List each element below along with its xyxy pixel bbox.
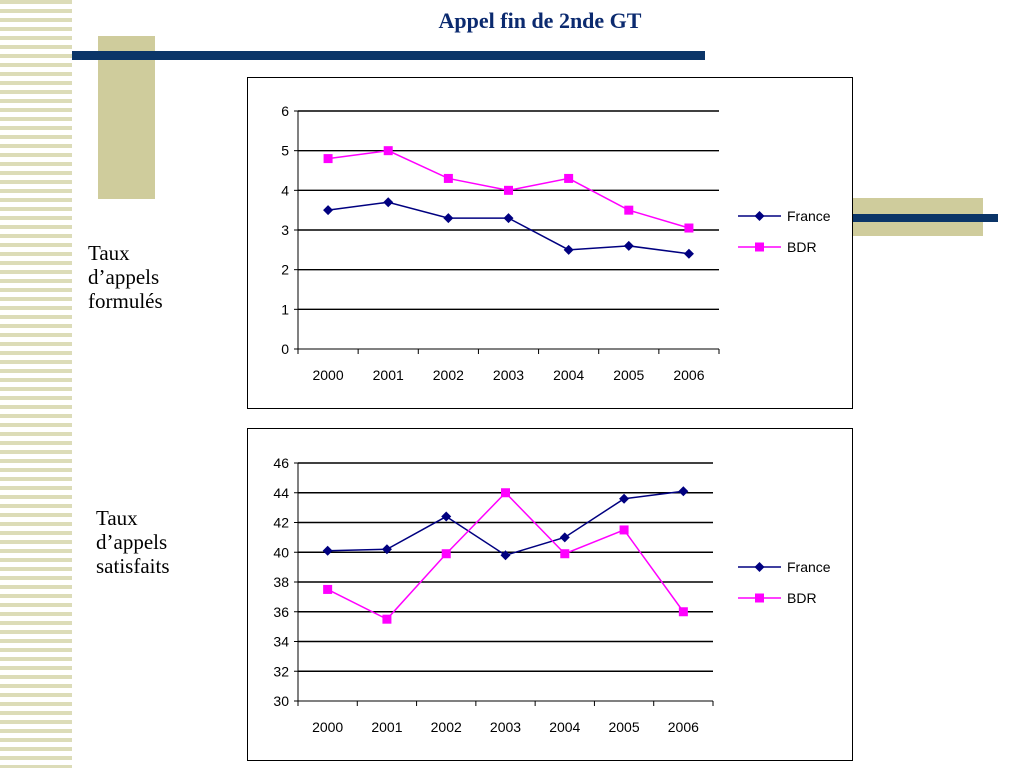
y-tick-label: 30 <box>273 693 289 709</box>
decor-block-top <box>98 36 155 199</box>
x-tick-label: 2004 <box>549 719 580 735</box>
x-tick-label: 2000 <box>312 367 343 383</box>
series-bdr-point <box>560 549 570 559</box>
series-france-point <box>683 248 694 259</box>
series-bdr-point <box>678 607 688 617</box>
y-tick-label: 1 <box>281 301 289 317</box>
x-tick-label: 2002 <box>431 719 462 735</box>
series-france-point <box>503 213 514 224</box>
series-france-point <box>323 205 334 216</box>
x-tick-label: 2004 <box>553 367 584 383</box>
series-france-line <box>327 201 690 255</box>
legend-marker-france <box>754 562 765 572</box>
chart-appels-satisfaits: 30 32 34 36 38 40 42 44 46 2000 2001 2002 2003 2004 20… <box>247 428 853 761</box>
y-tick-label: 44 <box>273 485 289 501</box>
series-france-point <box>322 545 333 556</box>
decor-bar-top <box>72 51 705 60</box>
x-tick-label: 2003 <box>493 367 524 383</box>
series-france-point <box>443 213 454 224</box>
series-france-point <box>559 532 570 543</box>
x-tick-label: 2001 <box>373 367 404 383</box>
y-tick-label: 6 <box>281 103 289 119</box>
series-france-point <box>383 197 394 208</box>
y-tick-label: 2 <box>281 262 289 278</box>
series-bdr-point <box>382 614 392 624</box>
chart-appels-satisfaits-plot: 30 32 34 36 38 40 42 44 46 2000 2001 2002 2003 2004 20… <box>273 455 831 735</box>
series-france-line <box>327 490 684 557</box>
series-bdr-point <box>443 173 453 183</box>
series-bdr-point <box>684 223 694 233</box>
label-taux-appels-formules: Taux d’appels formulés <box>88 241 163 313</box>
x-tick-label: 2005 <box>613 367 644 383</box>
legend-marker-bdr <box>755 593 764 603</box>
y-tick-label: 0 <box>281 341 289 357</box>
legend-marker-bdr <box>755 242 764 252</box>
x-tick-label: 2002 <box>433 367 464 383</box>
legend-label-france: France <box>787 559 831 575</box>
series-bdr-point <box>323 154 333 164</box>
label-taux-appels-satisfaits: Taux d’appels satisfaits <box>96 506 170 578</box>
striped-side-band <box>0 0 72 768</box>
legend-label-bdr: BDR <box>787 590 817 606</box>
series-bdr-point <box>564 173 574 183</box>
x-tick-label: 2003 <box>490 719 521 735</box>
series-bdr-point <box>383 146 393 156</box>
chart-appels-formules: 0 1 2 3 4 5 6 2000 2001 2002 2003 2004 2005 2006 Franc… <box>247 77 853 409</box>
y-tick-label: 4 <box>281 182 289 198</box>
chart-appels-formules-plot: 0 1 2 3 4 5 6 2000 2001 2002 2003 2004 2005 2006 Franc… <box>281 103 831 383</box>
series-bdr-point <box>619 525 629 535</box>
y-tick-label: 42 <box>273 515 289 531</box>
y-tick-label: 36 <box>273 604 289 620</box>
legend-marker-france <box>754 211 765 221</box>
y-tick-label: 32 <box>273 663 289 679</box>
y-tick-label: 5 <box>281 143 289 159</box>
series-france-point <box>678 486 689 497</box>
y-tick-label: 3 <box>281 222 289 238</box>
legend-label-bdr: BDR <box>787 239 817 255</box>
series-bdr-point <box>323 584 333 594</box>
series-bdr-point <box>504 185 513 195</box>
series-bdr-point <box>624 205 634 215</box>
legend-label-france: France <box>787 208 831 224</box>
series-france-point <box>563 244 574 255</box>
y-tick-label: 34 <box>273 634 289 650</box>
x-tick-label: 2005 <box>608 719 639 735</box>
series-france-point <box>441 511 452 522</box>
series-france-point <box>381 544 392 555</box>
x-tick-label: 2006 <box>673 367 704 383</box>
series-bdr-point <box>501 488 510 498</box>
y-tick-label: 40 <box>273 544 289 560</box>
decor-bar-right <box>848 214 998 222</box>
series-france-point <box>500 550 511 561</box>
y-tick-label: 46 <box>273 455 289 471</box>
series-bdr-point <box>441 549 451 559</box>
x-tick-label: 2006 <box>668 719 699 735</box>
x-tick-label: 2000 <box>312 719 343 735</box>
series-france-point <box>619 493 630 504</box>
y-tick-label: 38 <box>273 574 289 590</box>
page-title: Appel fin de 2nde GT <box>438 8 642 33</box>
x-tick-label: 2001 <box>371 719 402 735</box>
series-france-point <box>623 240 634 251</box>
